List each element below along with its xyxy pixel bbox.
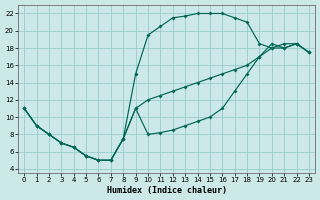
X-axis label: Humidex (Indice chaleur): Humidex (Indice chaleur) [107, 186, 227, 195]
